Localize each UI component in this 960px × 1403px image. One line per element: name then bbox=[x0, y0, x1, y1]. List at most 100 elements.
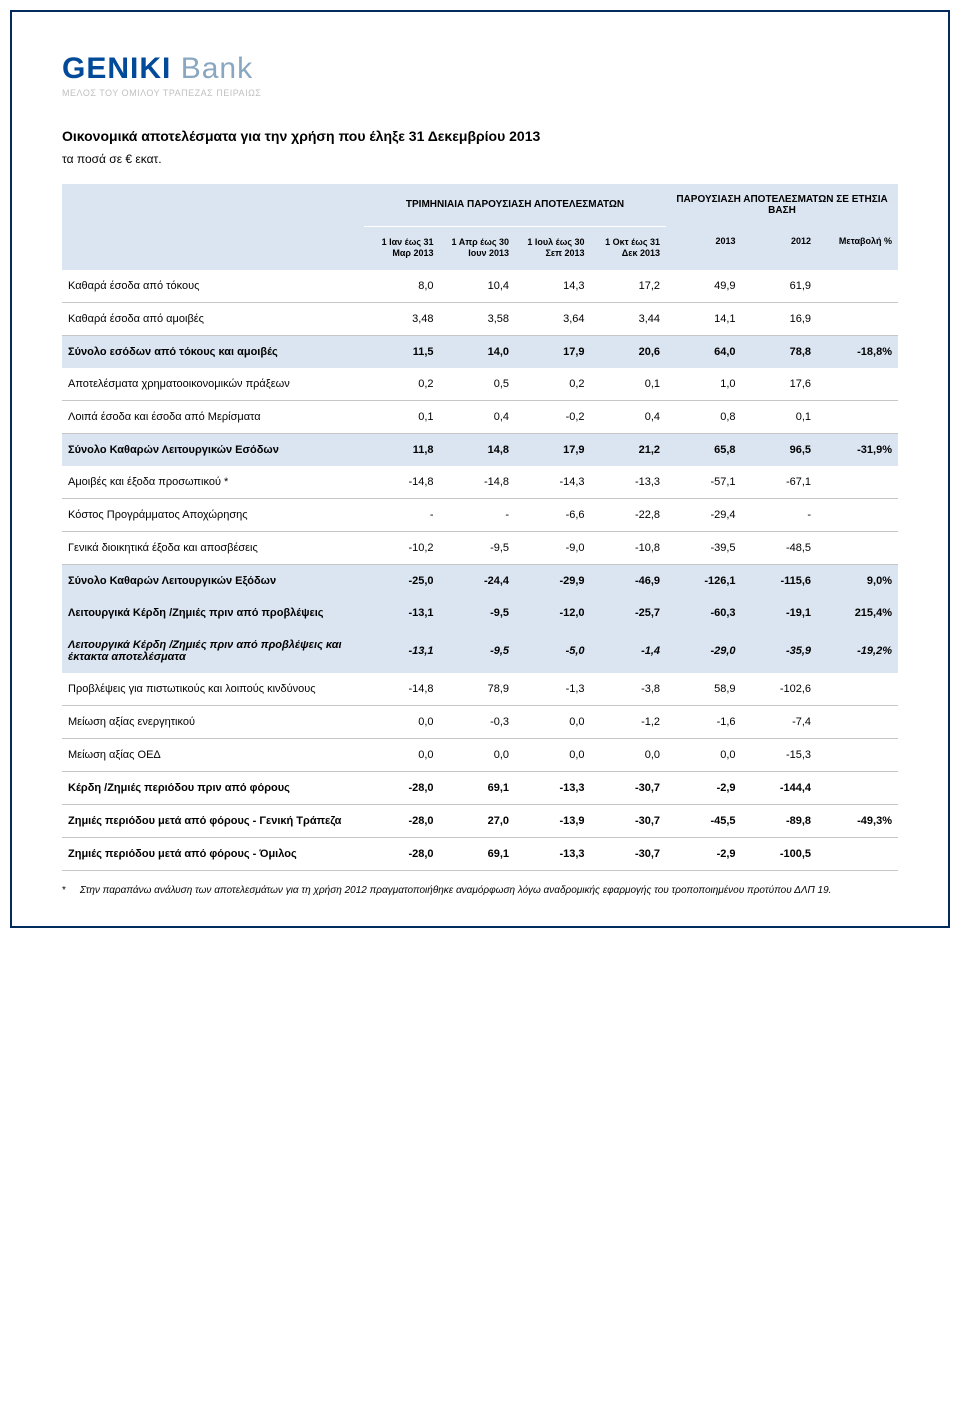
row-label: Λειτουργικά Κέρδη /Ζημιές πριν από προβλ… bbox=[62, 597, 364, 629]
row-value: - bbox=[440, 498, 516, 531]
row-value: 0,0 bbox=[666, 738, 742, 771]
row-value: 0,0 bbox=[515, 705, 591, 738]
page-title: Οικονομικά αποτελέσματα για την χρήση πο… bbox=[62, 128, 898, 144]
row-value: 69,1 bbox=[440, 837, 516, 870]
header-columns-row: 1 Ιαν έως 31 Μαρ 2013 1 Απρ έως 30 Ιουν … bbox=[62, 226, 898, 270]
table-row: Λειτουργικά Κέρδη /Ζημιές πριν από προβλ… bbox=[62, 597, 898, 629]
row-value: -22,8 bbox=[591, 498, 667, 531]
row-value: 0,0 bbox=[591, 738, 667, 771]
row-value: 14,8 bbox=[440, 433, 516, 466]
table-row: Προβλέψεις για πιστωτικούς και λοιπούς κ… bbox=[62, 673, 898, 706]
row-value: 69,1 bbox=[440, 771, 516, 804]
row-value: -3,8 bbox=[591, 673, 667, 706]
table-row: Κόστος Προγράμματος Αποχώρησης---6,6-22,… bbox=[62, 498, 898, 531]
row-value: 10,4 bbox=[440, 270, 516, 303]
row-value: -13,1 bbox=[364, 629, 440, 673]
row-label: Αμοιβές και έξοδα προσωπικού * bbox=[62, 466, 364, 499]
row-value: 64,0 bbox=[666, 335, 742, 368]
row-value: -35,9 bbox=[742, 629, 818, 673]
row-value: - bbox=[364, 498, 440, 531]
financial-table: ΤΡΙΜΗΝΙΑΙΑ ΠΑΡΟΥΣΙΑΣΗ ΑΠΟΤΕΛΕΣΜΑΤΩΝ ΠΑΡΟ… bbox=[62, 184, 898, 871]
footnote-text: Στην παραπάνω ανάλυση των αποτελεσμάτων … bbox=[80, 885, 832, 896]
table-row: Μείωση αξίας ΟΕΔ0,00,00,00,00,0-15,3 bbox=[62, 738, 898, 771]
row-value: 0,2 bbox=[364, 368, 440, 401]
row-value: 61,9 bbox=[742, 270, 818, 303]
row-value: 0,1 bbox=[742, 400, 818, 433]
row-value bbox=[817, 302, 898, 335]
header-empty bbox=[62, 184, 364, 226]
row-value: 17,9 bbox=[515, 335, 591, 368]
row-value: -14,8 bbox=[364, 673, 440, 706]
row-value: -29,9 bbox=[515, 564, 591, 597]
row-label: Κέρδη /Ζημιές περιόδου πριν από φόρους bbox=[62, 771, 364, 804]
row-value: -45,5 bbox=[666, 804, 742, 837]
row-value: 58,9 bbox=[666, 673, 742, 706]
row-value: 49,9 bbox=[666, 270, 742, 303]
row-value: -144,4 bbox=[742, 771, 818, 804]
row-value: 0,0 bbox=[364, 705, 440, 738]
header-col-q1: 1 Ιαν έως 31 Μαρ 2013 bbox=[364, 226, 440, 270]
row-value: -9,0 bbox=[515, 531, 591, 564]
header-group-annual: ΠΑΡΟΥΣΙΑΣΗ ΑΠΟΤΕΛΕΣΜΑΤΩΝ ΣΕ ΕΤΗΣΙΑ ΒΑΣΗ bbox=[666, 184, 898, 226]
table-row: Σύνολο Καθαρών Λειτουργικών Εξόδων-25,0-… bbox=[62, 564, 898, 597]
header-group-quarterly: ΤΡΙΜΗΝΙΑΙΑ ΠΑΡΟΥΣΙΑΣΗ ΑΠΟΤΕΛΕΣΜΑΤΩΝ bbox=[364, 184, 666, 226]
logo-suffix: Bank bbox=[171, 52, 253, 85]
row-label: Μείωση αξίας ΟΕΔ bbox=[62, 738, 364, 771]
row-value: 1,0 bbox=[666, 368, 742, 401]
row-value: -29,0 bbox=[666, 629, 742, 673]
logo-block: GENIKI Bank ΜΕΛΟΣ ΤΟΥ ΟΜΙΛΟΥ ΤΡΑΠΕΖΑΣ ΠΕ… bbox=[12, 12, 948, 108]
row-value: 0,4 bbox=[591, 400, 667, 433]
row-value: -14,8 bbox=[364, 466, 440, 499]
row-value: -10,2 bbox=[364, 531, 440, 564]
row-value bbox=[817, 270, 898, 303]
row-value: -28,0 bbox=[364, 771, 440, 804]
row-value: -115,6 bbox=[742, 564, 818, 597]
row-value: -28,0 bbox=[364, 804, 440, 837]
row-value: -9,5 bbox=[440, 597, 516, 629]
row-value: -1,6 bbox=[666, 705, 742, 738]
row-value bbox=[817, 673, 898, 706]
row-value: -13,1 bbox=[364, 597, 440, 629]
table-row: Σύνολο Καθαρών Λειτουργικών Εσόδων11,814… bbox=[62, 433, 898, 466]
table-row: Ζημιές περιόδου μετά από φόρους - Όμιλος… bbox=[62, 837, 898, 870]
row-value: 17,9 bbox=[515, 433, 591, 466]
header-col-empty bbox=[62, 226, 364, 270]
row-value: 27,0 bbox=[440, 804, 516, 837]
header-col-change: Μεταβολή % bbox=[817, 226, 898, 270]
row-value: -12,0 bbox=[515, 597, 591, 629]
row-value: -46,9 bbox=[591, 564, 667, 597]
row-value: 0,1 bbox=[591, 368, 667, 401]
row-value: 96,5 bbox=[742, 433, 818, 466]
row-value: -48,5 bbox=[742, 531, 818, 564]
row-value bbox=[817, 368, 898, 401]
row-value: -2,9 bbox=[666, 771, 742, 804]
row-value: -13,3 bbox=[591, 466, 667, 499]
row-value: 9,0% bbox=[817, 564, 898, 597]
row-value: -5,0 bbox=[515, 629, 591, 673]
row-value: -100,5 bbox=[742, 837, 818, 870]
row-value: 0,1 bbox=[364, 400, 440, 433]
row-label: Σύνολο εσόδων από τόκους και αμοιβές bbox=[62, 335, 364, 368]
row-value: -29,4 bbox=[666, 498, 742, 531]
row-value: -89,8 bbox=[742, 804, 818, 837]
header-group-row: ΤΡΙΜΗΝΙΑΙΑ ΠΑΡΟΥΣΙΑΣΗ ΑΠΟΤΕΛΕΣΜΑΤΩΝ ΠΑΡΟ… bbox=[62, 184, 898, 226]
table-row: Λοιπά έσοδα και έσοδα από Μερίσματα0,10,… bbox=[62, 400, 898, 433]
row-label: Καθαρά έσοδα από αμοιβές bbox=[62, 302, 364, 335]
logo-tagline: ΜΕΛΟΣ ΤΟΥ ΟΜΙΛΟΥ ΤΡΑΠΕΖΑΣ ΠΕΙΡΑΙΩΣ bbox=[62, 88, 898, 98]
table-row: Κέρδη /Ζημιές περιόδου πριν από φόρους-2… bbox=[62, 771, 898, 804]
row-value: 14,0 bbox=[440, 335, 516, 368]
row-value bbox=[817, 498, 898, 531]
row-value: 17,6 bbox=[742, 368, 818, 401]
row-value: -60,3 bbox=[666, 597, 742, 629]
row-value: -49,3% bbox=[817, 804, 898, 837]
footnote-marker: * bbox=[62, 885, 66, 896]
row-label: Μείωση αξίας ενεργητικού bbox=[62, 705, 364, 738]
row-value: 78,9 bbox=[440, 673, 516, 706]
row-value: -57,1 bbox=[666, 466, 742, 499]
row-value: 20,6 bbox=[591, 335, 667, 368]
row-value: -15,3 bbox=[742, 738, 818, 771]
row-value: -19,2% bbox=[817, 629, 898, 673]
row-value: -7,4 bbox=[742, 705, 818, 738]
row-value: -24,4 bbox=[440, 564, 516, 597]
row-value: -25,7 bbox=[591, 597, 667, 629]
